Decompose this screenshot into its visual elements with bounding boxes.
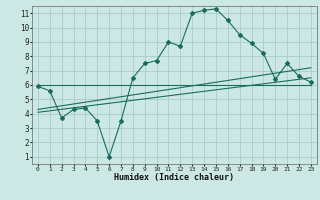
X-axis label: Humidex (Indice chaleur): Humidex (Indice chaleur) — [115, 173, 234, 182]
